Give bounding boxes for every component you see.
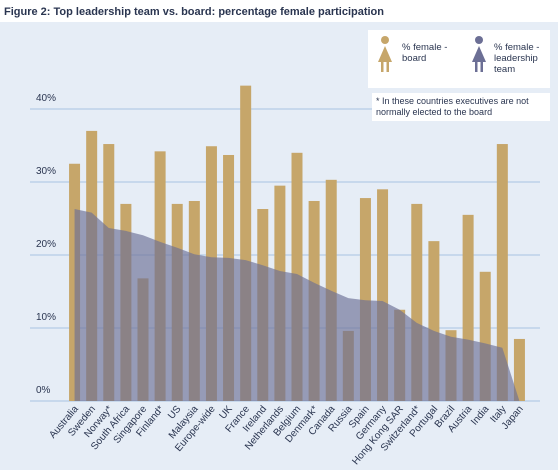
y-tick-label: 40%: [36, 93, 56, 104]
bar: [325, 179, 337, 401]
chart-title: Figure 2: Top leadership team vs. board:…: [4, 6, 384, 18]
legend-icon-leadership: [472, 36, 486, 72]
bar: [428, 241, 440, 401]
legend-icon-board: [378, 36, 392, 72]
bar: [240, 85, 252, 401]
legend-label: % female - leadership team: [494, 42, 540, 75]
plot: 0%10%20%30%40%AustraliaSwedenNorway*Sout…: [30, 85, 540, 467]
annotation: * In these countries executives are not …: [372, 93, 550, 121]
legend-box: [368, 30, 550, 88]
bar: [496, 144, 508, 402]
y-tick-label: 0%: [36, 385, 51, 396]
bar: [462, 214, 474, 401]
bar: [513, 338, 525, 401]
bar: [411, 203, 423, 401]
area: [74, 209, 520, 401]
bar: [377, 189, 389, 401]
bar: [479, 271, 491, 401]
y-tick-label: 30%: [36, 166, 56, 177]
bar: [359, 198, 371, 401]
legend-label: % female - board: [402, 42, 448, 64]
y-tick-label: 20%: [36, 239, 56, 250]
y-tick-label: 10%: [36, 312, 56, 323]
